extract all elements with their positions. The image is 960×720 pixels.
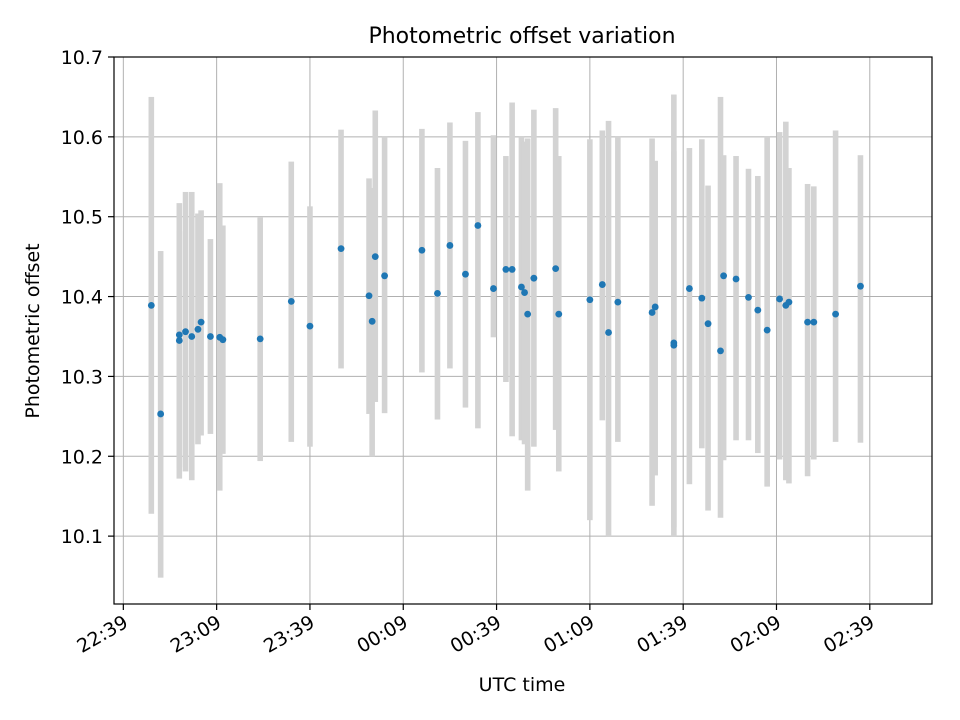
data-point: [698, 294, 706, 302]
data-point: [175, 337, 183, 344]
data-point: [306, 322, 314, 330]
data-point: [776, 295, 783, 303]
error-bar: [490, 135, 497, 338]
error-bar: [857, 155, 864, 443]
data-point: [521, 289, 528, 296]
y-tick-label: 10.5: [61, 207, 103, 229]
data-point: [365, 292, 373, 300]
data-point: [434, 289, 441, 297]
error-bar: [705, 185, 711, 511]
data-point: [732, 275, 740, 283]
data-point: [518, 283, 525, 291]
data-point: [182, 328, 189, 336]
chart-title: Photometric offset variation: [368, 24, 675, 49]
data-point: [188, 333, 196, 340]
data-point: [194, 325, 202, 333]
data-point: [745, 293, 752, 301]
error-bar: [649, 138, 655, 506]
y-tick-label: 10.1: [61, 526, 103, 548]
error-bar: [804, 183, 811, 477]
data-point: [685, 285, 693, 292]
data-points: [147, 222, 864, 418]
data-point: [462, 270, 469, 278]
data-point: [704, 320, 712, 328]
data-point: [810, 318, 818, 326]
data-point: [804, 318, 811, 326]
data-point: [157, 410, 165, 418]
error-bar: [475, 112, 481, 429]
data-point: [586, 296, 594, 304]
data-point: [474, 222, 482, 229]
error-bar: [176, 231, 183, 479]
data-point: [418, 246, 426, 254]
plot-frame: [113, 56, 933, 605]
data-point: [502, 266, 510, 273]
data-point: [832, 310, 839, 318]
data-point: [598, 281, 606, 288]
data-point: [648, 309, 656, 316]
data-point: [605, 329, 612, 336]
error-bar: [832, 130, 839, 442]
data-point: [207, 333, 214, 340]
error-bar: [615, 136, 621, 442]
data-point: [368, 317, 376, 325]
error-bar: [720, 155, 727, 461]
y-tick-label: 10.7: [61, 47, 103, 69]
y-axis: 10.1 10.2 10.3 10.4 10.5 10.6 10.7: [61, 47, 114, 548]
data-point: [785, 298, 793, 306]
error-bar: [786, 167, 792, 484]
data-point: [530, 274, 538, 282]
x-axis-label: UTC time: [479, 674, 566, 696]
data-point: [857, 282, 864, 290]
data-point: [670, 341, 678, 349]
data-point: [524, 310, 532, 318]
error-bar: [717, 96, 724, 518]
data-point: [287, 297, 295, 305]
y-tick-label: 10.6: [61, 127, 103, 149]
data-point: [446, 242, 454, 249]
error-bar: [764, 136, 770, 487]
y-tick-label: 10.3: [61, 366, 103, 388]
data-point: [614, 298, 622, 306]
data-point: [175, 331, 183, 339]
data-point: [754, 306, 762, 314]
error-bar: [671, 94, 677, 528]
data-point: [381, 272, 388, 280]
y-tick-label: 10.4: [61, 287, 103, 309]
error-bar: [605, 120, 612, 537]
data-point: [147, 301, 155, 309]
y-tick-label: 10.2: [61, 446, 103, 468]
error-bar: [686, 148, 693, 485]
error-bar: [652, 160, 658, 476]
data-point: [552, 265, 560, 273]
data-point: [256, 335, 264, 343]
data-point: [490, 285, 497, 292]
data-point: [508, 266, 516, 273]
data-point: [555, 310, 563, 318]
data-point: [717, 347, 724, 355]
data-point: [337, 245, 345, 253]
error-bar: [755, 175, 761, 454]
error-bar: [745, 168, 752, 441]
data-point: [219, 336, 227, 344]
error-bar: [733, 156, 739, 441]
data-point: [763, 326, 771, 334]
error-bar: [699, 139, 705, 449]
y-axis-label: Photometric offset: [22, 243, 44, 418]
data-point: [197, 318, 205, 326]
data-point: [720, 272, 728, 280]
error-bar: [587, 139, 593, 521]
data-point: [651, 303, 659, 311]
data-point: [371, 253, 379, 261]
error-bar: [599, 130, 606, 421]
